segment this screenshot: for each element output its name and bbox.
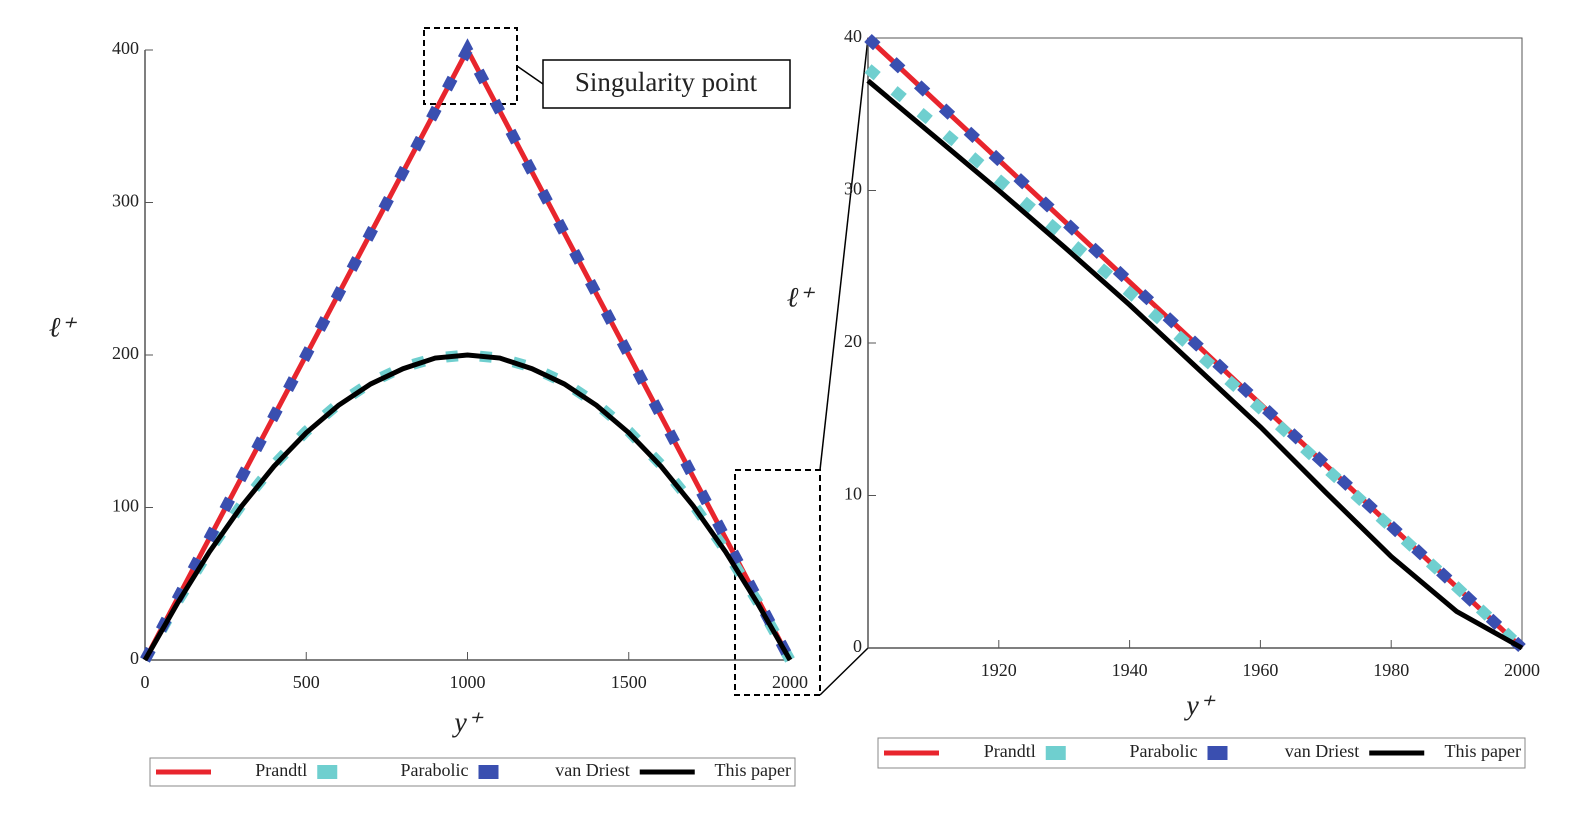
legend-label: This paper bbox=[1445, 741, 1521, 761]
legend-label: Prandtl bbox=[255, 760, 307, 780]
x-tick-label: 1980 bbox=[1373, 660, 1409, 680]
zoom-line bbox=[819, 37, 869, 471]
zoom-line bbox=[819, 647, 869, 696]
y-tick-label: 100 bbox=[112, 496, 139, 516]
zoom-box bbox=[423, 27, 518, 105]
y-tick-label: 40 bbox=[844, 26, 862, 46]
legend-box bbox=[149, 757, 796, 787]
x-tick-label: 1940 bbox=[1112, 660, 1148, 680]
series-line bbox=[866, 78, 1524, 651]
x-tick-label: 1960 bbox=[1242, 660, 1278, 680]
x-tick-label: 1000 bbox=[450, 672, 486, 692]
zoom-box bbox=[734, 469, 821, 696]
callout-line bbox=[516, 65, 544, 85]
y-axis-label: ℓ⁺ bbox=[787, 282, 816, 313]
series-line bbox=[864, 64, 1526, 653]
y-tick-label: 200 bbox=[112, 343, 139, 363]
x-axis-label: y⁺ bbox=[1183, 690, 1215, 721]
legend-label: This paper bbox=[715, 760, 791, 780]
y-tick-label: 30 bbox=[844, 179, 862, 199]
legend-label: Parabolic bbox=[401, 760, 469, 780]
x-tick-label: 1500 bbox=[611, 672, 647, 692]
x-tick-label: 0 bbox=[141, 672, 150, 692]
y-axis-label: ℓ⁺ bbox=[49, 312, 78, 343]
y-tick-label: 10 bbox=[844, 484, 862, 504]
y-tick-label: 20 bbox=[844, 331, 862, 351]
y-tick-label: 400 bbox=[112, 38, 139, 58]
x-axis-label: y⁺ bbox=[451, 707, 483, 738]
y-tick-label: 300 bbox=[112, 191, 139, 211]
x-tick-label: 1920 bbox=[981, 660, 1017, 680]
x-tick-label: 2000 bbox=[772, 672, 808, 692]
legend-label: Prandtl bbox=[984, 741, 1036, 761]
legend-label: Parabolic bbox=[1130, 741, 1198, 761]
legend-label: van Driest bbox=[555, 760, 629, 780]
x-tick-label: 500 bbox=[293, 672, 320, 692]
annotation-box bbox=[542, 59, 791, 109]
y-tick-label: 0 bbox=[853, 636, 862, 656]
x-tick-label: 2000 bbox=[1504, 660, 1540, 680]
series-line bbox=[140, 38, 795, 663]
series-line bbox=[864, 33, 1526, 653]
series-line bbox=[142, 352, 793, 662]
y-tick-label: 0 bbox=[130, 648, 139, 668]
legend-label: van Driest bbox=[1285, 741, 1359, 761]
annotation: Singularity point bbox=[575, 67, 758, 97]
legend-box bbox=[877, 737, 1526, 769]
